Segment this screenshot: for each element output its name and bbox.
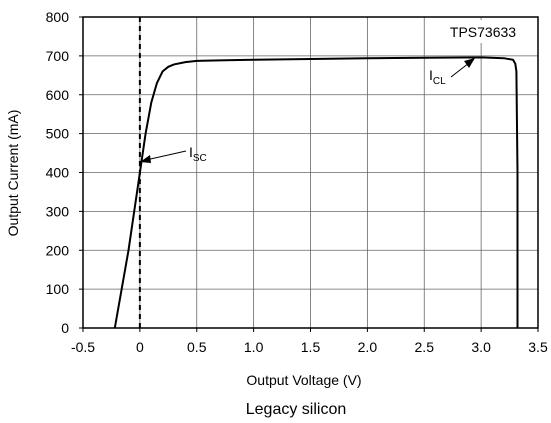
series-label-bg <box>436 20 531 43</box>
x-tick-label: 0.5 <box>187 339 207 355</box>
series-line <box>113 56 519 329</box>
svg-text:ICL: ICL <box>429 67 446 87</box>
annotation-icl-sub: CL <box>433 76 446 87</box>
x-ticks: -0.5 0 0.5 1.0 1.5 2.0 2.5 3.0 3.5 <box>71 328 548 355</box>
x-tick-label: -0.5 <box>71 339 95 355</box>
y-tick-label: 100 <box>46 281 70 297</box>
caption: Legacy silicon <box>246 401 347 418</box>
annotation-isc: ISC <box>140 144 207 164</box>
x-axis-title: Output Voltage (V) <box>246 372 361 388</box>
annotation-isc-sub: SC <box>193 153 207 164</box>
x-tick-label: 1.5 <box>301 339 321 355</box>
y-tick-label: 200 <box>46 242 70 258</box>
x-tick-label: 3.0 <box>471 339 491 355</box>
y-tick-label: 300 <box>46 203 70 219</box>
y-tick-label: 800 <box>46 9 70 25</box>
x-tick-label: 0 <box>136 339 144 355</box>
x-tick-label: 2.5 <box>415 339 435 355</box>
annotation-icl: ICL <box>429 58 475 87</box>
annotation-icl-main: I <box>429 67 433 83</box>
annotation-isc-main: I <box>189 144 193 160</box>
x-tick-label: 1.0 <box>244 339 264 355</box>
y-tick-label: 0 <box>61 320 69 336</box>
y-tick-label: 700 <box>46 48 70 64</box>
y-axis-title: Output Current (mA) <box>5 110 21 237</box>
x-tick-label: 3.5 <box>528 339 548 355</box>
y-tick-label: 500 <box>46 126 70 142</box>
x-tick-label: 2.0 <box>358 339 378 355</box>
series-label: TPS73633 <box>450 24 516 40</box>
y-tick-label: 400 <box>46 165 70 181</box>
y-ticks: 0 100 200 300 400 500 600 700 800 <box>46 9 83 336</box>
y-tick-label: 600 <box>46 87 70 103</box>
plot-frame <box>82 16 539 329</box>
svg-text:ISC: ISC <box>189 144 207 164</box>
